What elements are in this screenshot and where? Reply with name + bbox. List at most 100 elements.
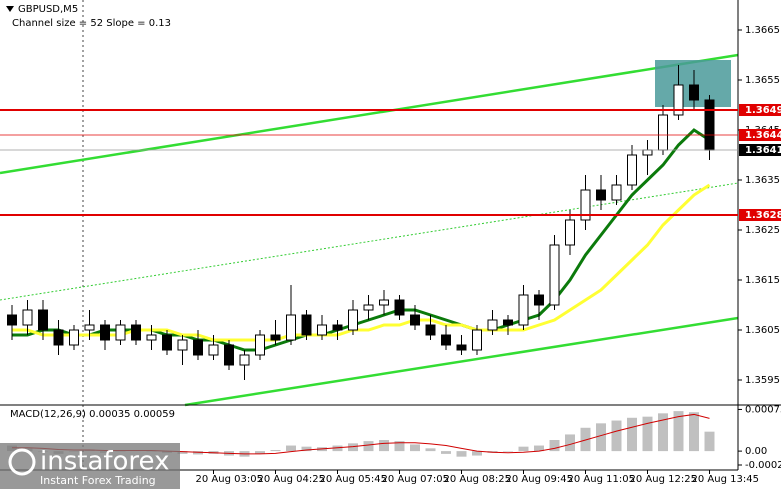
candle-body — [487, 319, 498, 331]
candle-body — [441, 334, 451, 346]
candle-body — [301, 314, 312, 336]
channel-lower — [184, 316, 739, 407]
macd-bar — [441, 451, 451, 454]
candle-body — [627, 154, 637, 186]
macd-bar — [642, 416, 653, 452]
candle-body — [7, 314, 17, 326]
x-tick-label: 20 Aug 03:05 — [196, 474, 263, 485]
x-tick-label: 20 Aug 05:45 — [320, 474, 387, 485]
candle-body — [658, 114, 668, 151]
watermark-logo — [8, 448, 36, 476]
candle-body — [348, 309, 358, 331]
level-label-bg — [739, 144, 781, 156]
x-tick-label: 20 Aug 08:25 — [444, 474, 511, 485]
macd-bar — [596, 423, 606, 452]
candle-body — [565, 219, 575, 246]
candle-body — [317, 324, 327, 336]
candle-body — [100, 324, 110, 341]
watermark-tagline: Instant Forex Trading — [40, 474, 156, 487]
candle-body — [332, 324, 343, 331]
candle-body — [549, 244, 560, 306]
candle-body — [472, 329, 482, 351]
level-label-bg — [739, 104, 781, 116]
y-tick-label: 1.3635 — [745, 175, 780, 186]
candle-body — [270, 334, 281, 341]
x-tick-label: 20 Aug 04:25 — [258, 474, 325, 485]
macd-bar — [270, 450, 281, 452]
macd-bar — [503, 451, 513, 452]
level-label: 1.3644 — [745, 130, 781, 141]
macd-bar — [286, 445, 296, 452]
x-tick-label: 20 Aug 13:45 — [692, 474, 759, 485]
macd-title: MACD(12,26,9) 0.00035 0.00059 — [10, 409, 175, 420]
candle-body — [580, 189, 591, 221]
macd-bar — [456, 451, 467, 457]
candle-body — [255, 334, 265, 356]
x-tick-label: 20 Aug 11:05 — [568, 474, 635, 485]
y-tick-label: -0.00025 — [745, 460, 781, 471]
candle-body — [162, 334, 172, 351]
channel-upper — [0, 53, 739, 175]
y-tick-label: 1.3605 — [745, 325, 780, 336]
candle-body — [394, 299, 405, 316]
y-tick-label: 0.00075 — [745, 404, 781, 415]
candle-body — [596, 189, 606, 201]
macd-bar — [472, 451, 482, 456]
y-tick-label: 1.3625 — [745, 225, 780, 236]
macd-bar — [565, 434, 575, 452]
macd-bar — [534, 445, 544, 452]
macd-bar — [379, 440, 389, 452]
candle-body — [379, 299, 389, 306]
x-tick-label: 20 Aug 12:25 — [630, 474, 697, 485]
candle-body — [363, 304, 374, 311]
y-tick-label: 1.3665 — [745, 25, 780, 36]
watermark: instaforex Instant Forex Trading — [0, 443, 180, 489]
macd-bar — [425, 448, 436, 452]
candle-body — [534, 294, 544, 306]
macd-bar — [518, 446, 529, 452]
candle-body — [193, 339, 203, 356]
candle-body — [611, 184, 622, 201]
macd-bar — [301, 446, 312, 452]
macd-bar — [332, 445, 343, 452]
chart-subtitle: Channel size = 52 Slope = 0.13 — [12, 18, 171, 29]
candle-body — [177, 339, 188, 351]
watermark-brand: instaforex — [40, 447, 169, 477]
macd-bar — [410, 444, 420, 452]
y-tick-label: 1.3595 — [745, 375, 780, 386]
macd-bar — [549, 440, 560, 452]
candle-body — [224, 344, 234, 366]
candle-body — [642, 149, 653, 156]
macd-bar — [611, 420, 622, 452]
macd-bar — [394, 441, 405, 452]
macd-bar — [348, 443, 358, 452]
candle-body — [704, 99, 715, 151]
x-tick-label: 20 Aug 07:05 — [382, 474, 449, 485]
candle-body — [456, 344, 467, 351]
candle-body — [425, 324, 436, 336]
level-label: 1.3628 — [745, 210, 781, 221]
collapse-arrow — [6, 6, 14, 12]
y-tick-label: 1.3655 — [745, 75, 780, 86]
channel-mid — [0, 182, 739, 301]
candle-body — [69, 329, 79, 346]
macd-bar — [255, 451, 265, 454]
candle-body — [115, 324, 126, 341]
level-label: 1.3649 — [745, 105, 781, 116]
macd-bar — [177, 451, 188, 454]
candle-body — [38, 309, 48, 331]
chart-title: GBPUSD,M5 — [18, 4, 78, 15]
level-label: 1.3641 — [745, 145, 781, 156]
candle-body — [22, 309, 33, 326]
macd-bar — [627, 417, 637, 452]
candle-body — [131, 324, 141, 341]
macd-bar — [673, 411, 684, 452]
macd-bar — [689, 412, 699, 452]
candle-body — [410, 314, 420, 326]
candle-body — [503, 319, 513, 326]
candle-body — [518, 294, 529, 326]
candle-body — [239, 354, 250, 366]
candle-body — [53, 329, 64, 346]
